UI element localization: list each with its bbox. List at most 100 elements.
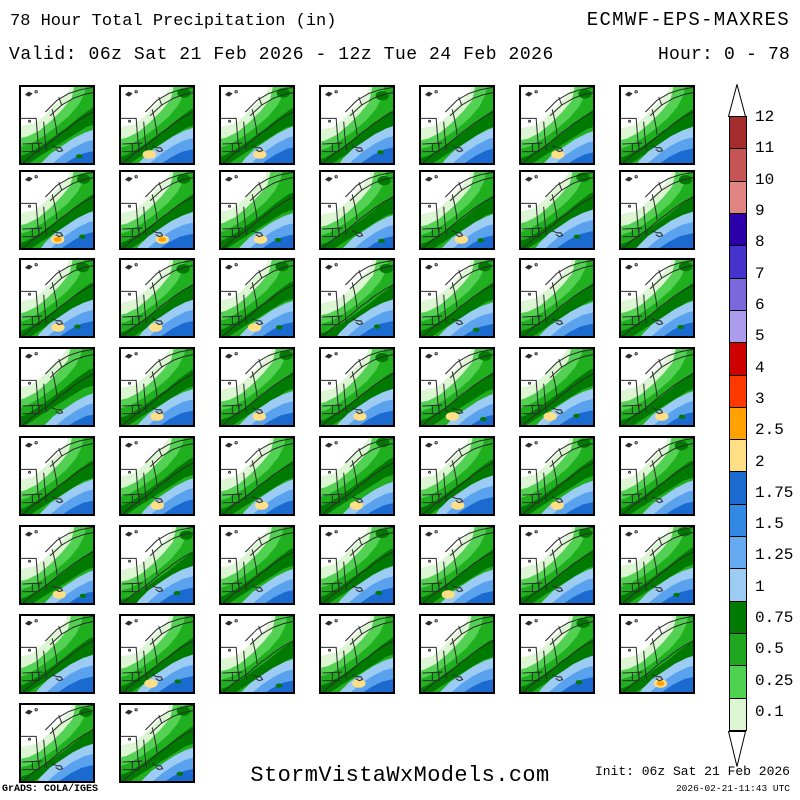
colorbar-segment bbox=[729, 633, 747, 667]
ensemble-member-map bbox=[619, 614, 695, 694]
colorbar-tick-label: 4 bbox=[755, 358, 765, 377]
ensemble-member-map bbox=[19, 170, 95, 250]
ensemble-member-map bbox=[119, 525, 195, 605]
ensemble-member-map bbox=[419, 170, 495, 250]
colorbar-segment bbox=[729, 406, 747, 441]
ensemble-member-map bbox=[19, 614, 95, 694]
ensemble-member-map bbox=[619, 525, 695, 605]
colorbar-segment bbox=[729, 503, 747, 538]
colorbar-segment bbox=[729, 180, 747, 214]
ensemble-member-map bbox=[219, 436, 295, 516]
colorbar-segment bbox=[729, 665, 747, 699]
ensemble-member-map bbox=[119, 170, 195, 250]
ensemble-member-map bbox=[219, 347, 295, 427]
colorbar-segment bbox=[729, 148, 747, 182]
ensemble-member-map bbox=[319, 525, 395, 605]
ensemble-member-map bbox=[319, 347, 395, 427]
colorbar-tick-label: 7 bbox=[755, 264, 765, 283]
colorbar: 12 11 10 9 8 7 6 5 4 3 2.5 2 1.75 1.5 1.25 1 0.75 0.5 0.25… bbox=[728, 84, 793, 767]
ensemble-member-map bbox=[519, 525, 595, 605]
colorbar-segment bbox=[729, 245, 747, 279]
ensemble-member-map bbox=[619, 347, 695, 427]
colorbar-tick-label: 9 bbox=[755, 201, 765, 220]
ensemble-member-map bbox=[419, 614, 495, 694]
colorbar-tick-label: 1.75 bbox=[755, 483, 794, 502]
grads-credit: GrADS: COLA/IGES bbox=[2, 784, 99, 795]
ensemble-member-map bbox=[219, 170, 295, 250]
ensemble-member-map bbox=[119, 347, 195, 427]
ensemble-member-map bbox=[119, 614, 195, 694]
ensemble-member-map bbox=[319, 436, 395, 516]
colorbar-segment bbox=[729, 536, 747, 570]
ensemble-member-map bbox=[619, 258, 695, 338]
ensemble-member-map bbox=[619, 170, 695, 250]
ensemble-member-map bbox=[19, 525, 95, 605]
colorbar-tick-label: 2 bbox=[755, 452, 765, 471]
colorbar-segment bbox=[729, 277, 747, 311]
ensemble-member-map bbox=[619, 436, 695, 516]
ensemble-member-map bbox=[19, 703, 95, 783]
ensemble-member-map bbox=[19, 85, 95, 165]
ensemble-member-map bbox=[119, 85, 195, 165]
ensemble-member-map bbox=[19, 436, 95, 516]
colorbar-segment bbox=[729, 374, 747, 408]
ensemble-member-map bbox=[319, 170, 395, 250]
ensemble-member-map bbox=[519, 347, 595, 427]
colorbar-tick-label: 12 bbox=[755, 108, 775, 126]
colorbar-arrow-below-min bbox=[728, 730, 746, 767]
colorbar-tick-label: 8 bbox=[755, 233, 765, 252]
ensemble-member-map bbox=[119, 436, 195, 516]
colorbar-segment bbox=[729, 600, 747, 634]
colorbar-tick-label: 11 bbox=[755, 139, 775, 158]
colorbar-segment bbox=[729, 116, 747, 150]
ensemble-member-map bbox=[419, 347, 495, 427]
ensemble-member-map bbox=[319, 85, 395, 165]
ensemble-member-map bbox=[219, 258, 295, 338]
ensemble-member-map bbox=[419, 258, 495, 338]
ensemble-member-map bbox=[519, 258, 595, 338]
colorbar-tick-label: 0.1 bbox=[755, 703, 784, 721]
watermark: StormVistaWxModels.com bbox=[250, 763, 550, 788]
ensemble-member-map bbox=[419, 436, 495, 516]
colorbar-tick-label: 0.75 bbox=[755, 609, 794, 628]
colorbar-tick-label: 0.25 bbox=[755, 671, 794, 690]
init-time: Init: 06z Sat 21 Feb 2026 bbox=[594, 764, 790, 779]
colorbar-tick-label: 1.25 bbox=[755, 546, 794, 565]
colorbar-tick-label: 0.5 bbox=[755, 640, 784, 659]
forecast-hour-range: Hour: 0 - 78 bbox=[657, 45, 790, 65]
ensemble-member-map bbox=[419, 85, 495, 165]
model-name: ECMWF-EPS-MAXRES bbox=[586, 9, 790, 31]
colorbar-tick-label: 5 bbox=[755, 327, 765, 346]
ensemble-member-map bbox=[119, 703, 195, 783]
ensemble-member-map bbox=[519, 170, 595, 250]
colorbar-arrow-above-max bbox=[728, 84, 746, 117]
colorbar-segment bbox=[729, 309, 747, 344]
colorbar-segment bbox=[729, 342, 747, 376]
colorbar-segment bbox=[729, 471, 747, 505]
generated-timestamp: 2026-02-21-11:43 UTC bbox=[675, 783, 790, 794]
colorbar-tick-label: 10 bbox=[755, 170, 775, 189]
ensemble-member-map bbox=[319, 614, 395, 694]
colorbar-tick-label: 1.5 bbox=[755, 515, 784, 534]
colorbar-segment bbox=[729, 439, 747, 473]
ensemble-member-map bbox=[19, 347, 95, 427]
colorbar-segment bbox=[729, 212, 747, 247]
colorbar-segment bbox=[729, 697, 747, 731]
ensemble-member-map bbox=[119, 258, 195, 338]
colorbar-tick-label: 1 bbox=[755, 577, 765, 596]
colorbar-tick-label: 3 bbox=[755, 389, 765, 408]
colorbar-segment bbox=[729, 568, 747, 602]
ensemble-member-map bbox=[519, 436, 595, 516]
ensemble-member-map bbox=[19, 258, 95, 338]
ensemble-member-map bbox=[219, 614, 295, 694]
valid-time-range: Valid: 06z Sat 21 Feb 2026 - 12z Tue 24 … bbox=[9, 45, 554, 65]
ensemble-member-map bbox=[519, 614, 595, 694]
ensemble-member-map bbox=[419, 525, 495, 605]
colorbar-tick-label: 2.5 bbox=[755, 421, 784, 440]
colorbar-tick-label: 6 bbox=[755, 295, 765, 314]
ensemble-member-map bbox=[219, 85, 295, 165]
ensemble-member-map bbox=[319, 258, 395, 338]
page-title: 78 Hour Total Precipitation (in) bbox=[10, 12, 337, 31]
